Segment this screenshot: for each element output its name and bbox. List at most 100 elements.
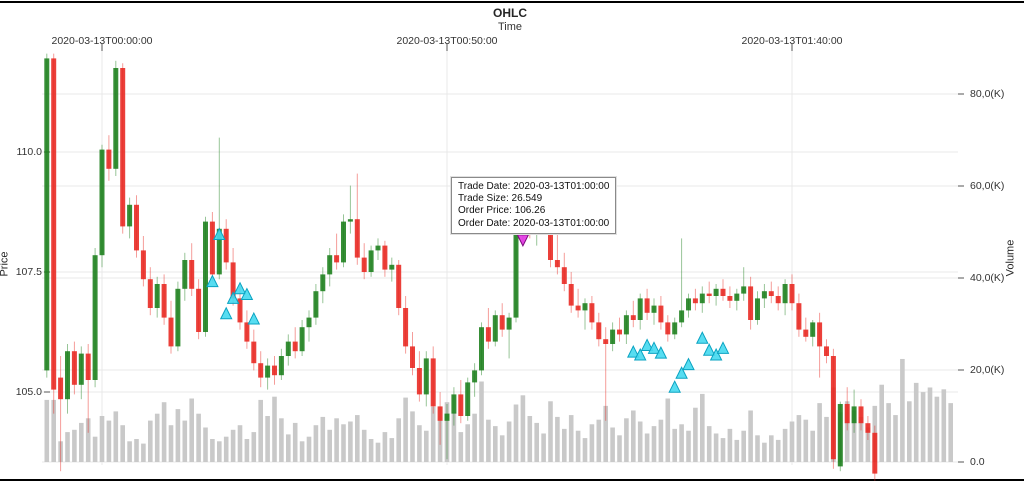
sell-order-marker[interactable] [516, 234, 530, 247]
volume-bar [672, 428, 677, 462]
buy-order-marker[interactable] [675, 366, 688, 379]
volume-bar [610, 427, 615, 462]
buy-order-marker[interactable] [695, 331, 709, 344]
candle-up [175, 288, 181, 347]
buy-order-marker[interactable] [654, 346, 668, 359]
buy-order-marker[interactable] [702, 343, 716, 356]
buy-order-marker[interactable] [626, 345, 640, 358]
buy-order-marker[interactable] [640, 338, 654, 351]
volume-bar [430, 406, 436, 462]
candle-up [203, 221, 208, 332]
volume-bar [893, 415, 898, 462]
buy-order-marker[interactable] [219, 306, 233, 320]
volume-bar [803, 419, 809, 462]
tooltip-label: Trade Date [458, 181, 513, 192]
buy-order-marker[interactable] [206, 274, 219, 288]
volume-bar [865, 427, 871, 462]
price-tick-label: 110.0 [16, 146, 43, 158]
volume-tick-label: 0.0 [970, 456, 985, 468]
volume-bar [506, 421, 512, 462]
candle-up [216, 228, 222, 275]
buy-order-marker[interactable] [709, 347, 723, 361]
candle-down [292, 341, 298, 352]
trade-markers-layer [206, 227, 730, 393]
buy-order-marker[interactable] [226, 291, 240, 304]
buy-order-marker[interactable] [212, 227, 226, 241]
volume-bar [741, 430, 746, 462]
candle-down [665, 322, 671, 335]
candle-up [637, 298, 643, 320]
buy-order-marker[interactable] [633, 347, 647, 361]
price-tick-label: 107.5 [15, 266, 42, 278]
candle-down [789, 284, 795, 304]
volume-bar [486, 419, 491, 462]
candle-down [134, 204, 139, 251]
volume-bar [230, 429, 236, 462]
volume-bar [223, 436, 229, 462]
volume-bar [493, 426, 498, 462]
chart-title: OHLC [493, 6, 527, 20]
buy-order-marker[interactable] [716, 341, 730, 354]
candle-up [92, 255, 98, 380]
buy-order-marker[interactable] [668, 380, 682, 393]
volume-bar [858, 416, 864, 462]
candle-up [320, 274, 326, 292]
candle-down [58, 377, 64, 400]
volume-bar [320, 416, 326, 462]
candle-down [844, 404, 850, 424]
volume-bar [658, 419, 664, 462]
candle-down [258, 363, 264, 378]
buy-order-marker[interactable] [682, 357, 695, 371]
candle-down [230, 262, 236, 299]
candle-down [568, 284, 574, 306]
volume-bar [113, 411, 119, 462]
buy-order-marker[interactable] [233, 281, 247, 295]
candle-up [761, 291, 767, 299]
price-axis-title: Price [0, 251, 11, 277]
volume-bar [341, 424, 346, 462]
candle-down [416, 368, 422, 395]
volume-bar [582, 438, 588, 462]
tooltip-value: 106.26 [514, 205, 546, 217]
volume-bars-layer [44, 358, 953, 462]
volume-bar [844, 401, 850, 462]
volume-bar [127, 441, 132, 462]
volume-bar [141, 443, 146, 462]
volume-bar [265, 416, 270, 462]
volume-bar [810, 430, 815, 462]
candle-down [630, 315, 636, 320]
volume-bar [217, 441, 222, 462]
volume-bar [665, 398, 671, 462]
candle-up [299, 327, 305, 352]
volume-bar [389, 438, 395, 462]
volume-bar [479, 381, 484, 462]
candle-down [410, 346, 415, 368]
candle-up [492, 315, 498, 342]
buy-order-marker[interactable] [647, 341, 661, 354]
candle-up [65, 351, 70, 400]
volume-bar [851, 410, 857, 462]
volume-tick-label: 80,0(K) [970, 88, 1005, 100]
gridlines-layer [42, 48, 958, 465]
volume-bar [927, 387, 933, 462]
candle-down [575, 305, 581, 311]
candle-down [354, 219, 360, 258]
candle-down [382, 245, 388, 270]
volume-bar [596, 419, 602, 462]
candle-up [699, 293, 705, 304]
volume-bar [444, 402, 450, 462]
candle-down [237, 298, 243, 323]
candle-down [727, 296, 733, 301]
candle-down [617, 329, 622, 335]
volume-bar [541, 433, 546, 462]
volume-bar [886, 403, 891, 462]
volume-bar [520, 395, 526, 462]
buy-order-marker[interactable] [240, 287, 254, 301]
buy-order-marker[interactable] [247, 311, 261, 325]
candle-up [741, 286, 747, 294]
volume-bar [306, 436, 312, 462]
candle-down [803, 329, 809, 337]
volume-bar [272, 396, 277, 462]
